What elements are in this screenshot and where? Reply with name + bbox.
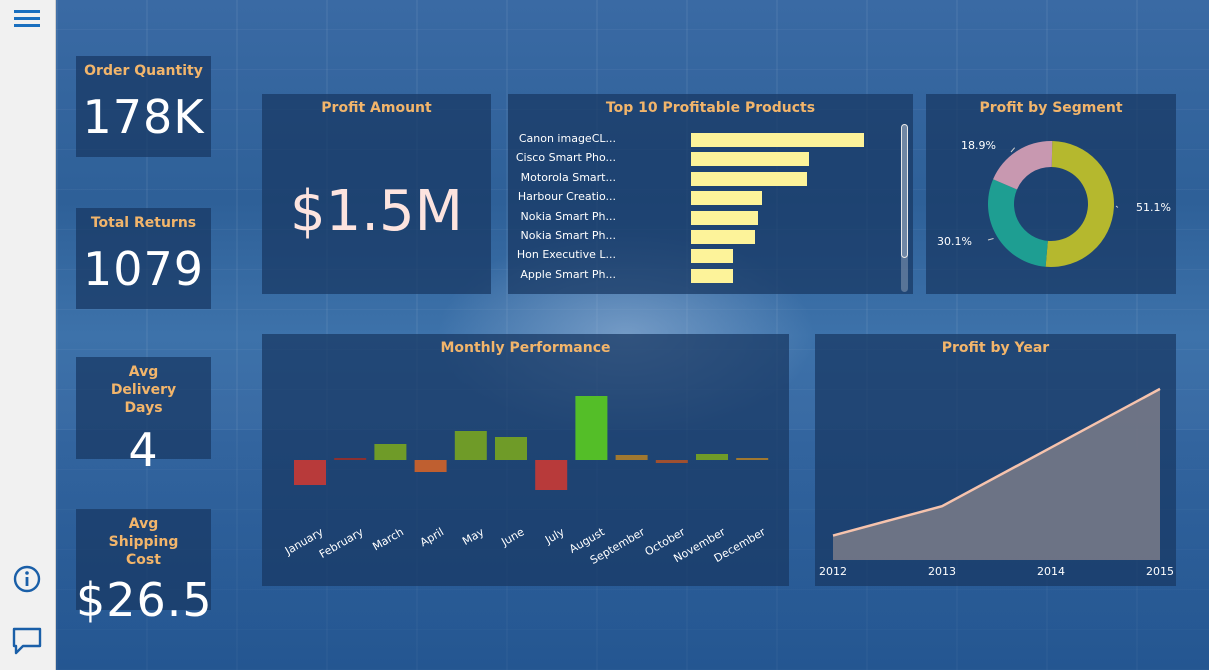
scrollbar-thumb[interactable] — [901, 124, 908, 258]
month-bar — [495, 437, 527, 460]
slice-leader-line — [1115, 205, 1119, 208]
kpi-order-quantity: Order Quantity 178K — [76, 56, 211, 157]
kpi-title: Total Returns — [90, 215, 197, 231]
month-bar — [696, 454, 728, 460]
comment-icon[interactable] — [8, 622, 46, 660]
product-bar[interactable] — [691, 230, 755, 244]
month-bar — [655, 460, 688, 463]
product-label: Cisco Smart Pho... — [515, 151, 616, 165]
product-bar[interactable] — [691, 210, 759, 225]
product-bar[interactable] — [691, 171, 807, 186]
slice-leader-line — [1010, 147, 1016, 153]
profit-amount-card: Profit Amount $1.5M — [262, 94, 491, 294]
profit-amount-value: $1.5M — [289, 179, 463, 244]
segment-card: Profit by Segment 51.1% 30.1% 18.9% — [926, 94, 1176, 294]
kpi-avg-delivery-days: Avg Delivery Days 4 — [76, 357, 211, 477]
month-bar — [535, 460, 568, 490]
kpi-value: $26.5 — [76, 573, 213, 627]
slice-data-label: 18.9% — [961, 139, 996, 152]
segment-slice — [993, 141, 1053, 190]
kpi-value: 178K — [82, 90, 205, 144]
month-bar — [374, 444, 407, 460]
month-tick-label: July — [542, 525, 567, 547]
top-products-scrollbar[interactable] — [901, 124, 908, 292]
info-icon[interactable] — [8, 560, 46, 598]
month-tick-label: June — [498, 525, 526, 549]
left-sidebar — [0, 0, 56, 670]
hamburger-menu-icon[interactable] — [8, 0, 46, 38]
product-label: Canon imageCL... — [518, 132, 616, 145]
month-tick-label: February — [317, 525, 366, 561]
year-tick-label: 2015 — [1146, 565, 1174, 578]
month-bar — [334, 458, 367, 460]
month-tick-label: April — [418, 525, 446, 549]
year-tick-label: 2014 — [1037, 565, 1065, 578]
top-products-chart: Canon imageCL... Cisco Smart Pho... Motoro… — [508, 94, 913, 294]
product-bar[interactable] — [691, 249, 733, 264]
profit-by-year-area-chart: 2012 2013 2014 2015 — [819, 387, 1174, 578]
product-bar[interactable] — [691, 191, 762, 206]
monthly-performance-card: Monthly Performance January February March… — [262, 334, 789, 586]
product-bar[interactable] — [691, 133, 864, 147]
slice-data-label: 30.1% — [937, 235, 972, 248]
monthly-title: Monthly Performance — [440, 340, 611, 356]
month-bar — [736, 458, 769, 460]
slice-data-label: 51.1% — [1136, 201, 1171, 214]
year-tick-label: 2013 — [928, 565, 956, 578]
month-tick-label: March — [370, 525, 406, 553]
top-products-card: Top 10 Profitable Products Canon imageCL… — [508, 94, 913, 294]
month-bar — [615, 455, 648, 460]
month-bar — [454, 431, 487, 460]
kpi-title: Avg Shipping Cost — [108, 516, 179, 568]
month-tick-label: May — [460, 525, 487, 548]
profit-area — [833, 388, 1160, 560]
product-bar[interactable] — [691, 152, 809, 167]
year-tick-label: 2012 — [819, 565, 847, 578]
product-label: Harbour Creatio... — [517, 190, 616, 204]
kpi-value: 4 — [128, 423, 159, 477]
segment-donut-chart: 51.1% 30.1% 18.9% — [937, 139, 1171, 267]
month-bar — [294, 460, 326, 485]
segment-slice — [988, 179, 1048, 267]
profit-line — [832, 387, 1161, 537]
segment-title: Profit by Segment — [979, 100, 1123, 116]
month-bar — [575, 396, 608, 460]
product-label: Motorola Smart... — [520, 170, 616, 184]
profit-amount-title: Profit Amount — [321, 100, 432, 116]
product-label: Apple Smart Ph... — [520, 267, 616, 281]
product-bar[interactable] — [691, 268, 733, 283]
kpi-title: Avg Delivery Days — [110, 364, 177, 416]
kpi-avg-shipping-cost: Avg Shipping Cost $26.5 — [76, 509, 212, 627]
kpi-title: Order Quantity — [84, 63, 203, 79]
kpi-value: 1079 — [82, 242, 205, 296]
segment-slice — [1045, 141, 1114, 267]
profit-by-year-card: Profit by Year 2012 2013 2014 2015 — [815, 334, 1176, 586]
yearly-title: Profit by Year — [941, 340, 1050, 356]
month-bar — [414, 460, 447, 472]
product-label: Hon Executive L... — [516, 248, 616, 262]
product-label: Nokia Smart Ph... — [520, 229, 617, 242]
slice-leader-line — [987, 237, 994, 241]
kpi-total-returns: Total Returns 1079 — [76, 208, 211, 309]
top-products-title: Top 10 Profitable Products — [605, 100, 816, 116]
product-label: Nokia Smart Ph... — [520, 209, 617, 223]
